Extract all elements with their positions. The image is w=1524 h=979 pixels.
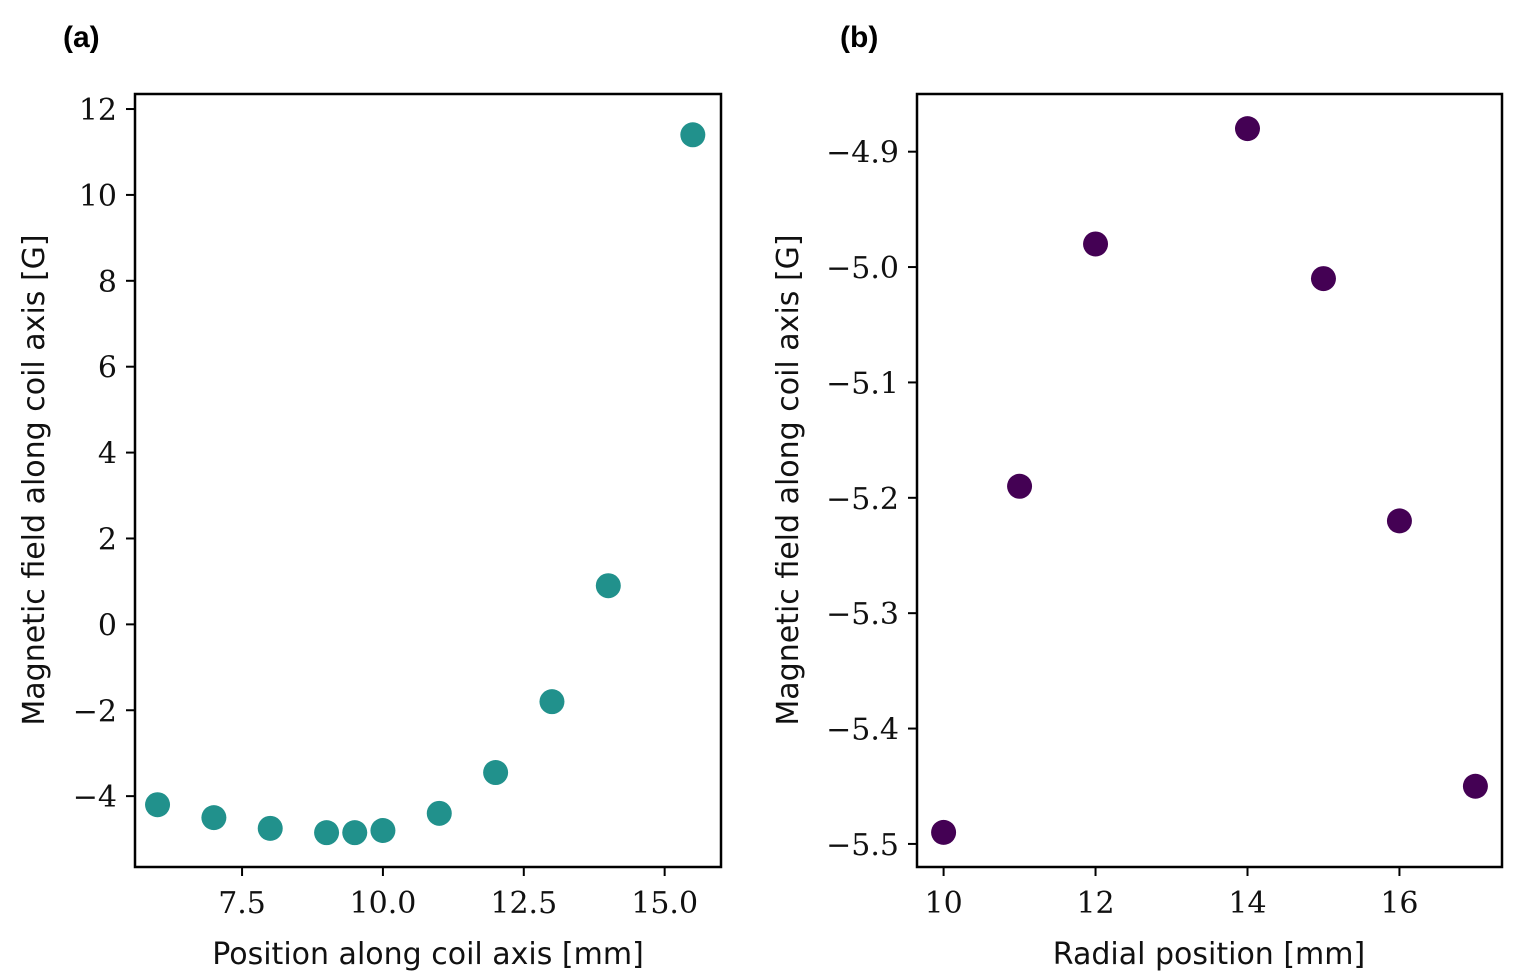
panel-a-axes-frame — [133, 92, 723, 869]
panel-b-x-ticks: 10 12 14 16 — [924, 867, 1419, 921]
panel-b-x-tick-label: 12 — [1076, 886, 1114, 921]
panel-a-x-tick-label: 12.5 — [490, 886, 557, 921]
panel-b-y-tick-label: −5.5 — [826, 828, 899, 863]
panel-b-x-tick-label: 16 — [1380, 886, 1418, 921]
panel-a-y-tick-label: −2 — [73, 694, 117, 729]
panel-b-data-point — [1007, 473, 1033, 499]
panel-b-y-tick-label: −4.9 — [826, 136, 899, 171]
panel-a: (a) 7.5 10.0 12.5 15.0 −4 −2 0 2 4 6 8 10 12 Positi… — [17, 21, 723, 972]
panel-a-y-tick-label: 4 — [98, 437, 117, 472]
panel-b-data-point — [1083, 231, 1109, 257]
panel-b-y-tick-label: −5.3 — [826, 597, 899, 632]
panel-b-y-tick-label: −5.2 — [826, 482, 899, 517]
panel-b-y-tick-label: −5.1 — [826, 366, 899, 401]
panel-a-x-tick-label: 7.5 — [218, 886, 266, 921]
panel-a-x-axis-title: Position along coil axis [mm] — [212, 937, 644, 972]
panel-a-label: (a) — [63, 21, 100, 54]
panel-a-y-tick-label: 6 — [98, 351, 117, 386]
panel-a-data-point — [539, 689, 565, 715]
panel-b-label: (b) — [840, 21, 878, 54]
panel-a-y-tick-label: 8 — [98, 265, 117, 300]
panel-a-y-ticks: −4 −2 0 2 4 6 8 10 12 — [73, 93, 135, 815]
panel-a-data-point — [426, 800, 452, 826]
panel-a-data-point — [595, 573, 621, 599]
panel-b-data-point — [1386, 508, 1412, 534]
panel-a-data-point — [342, 820, 368, 846]
panel-b-y-ticks: −5.5 −5.4 −5.3 −5.2 −5.1 −5.0 −4.9 — [826, 136, 917, 863]
panel-a-data-point — [314, 820, 340, 846]
panel-b-x-tick-label: 10 — [924, 886, 962, 921]
panel-b-y-axis-title: Magnetic field along coil axis [G] — [771, 234, 806, 725]
panel-a-y-tick-label: −4 — [73, 780, 117, 815]
panel-b-x-axis-title: Radial position [mm] — [1053, 937, 1365, 972]
panel-a-data-point — [257, 815, 283, 841]
panel-b-data-point — [1310, 266, 1336, 292]
panel-a-x-ticks: 7.5 10.0 12.5 15.0 — [218, 867, 698, 921]
panel-a-y-axis-title: Magnetic field along coil axis [G] — [17, 234, 52, 725]
panel-a-data-point — [201, 805, 227, 831]
panel-a-y-tick-label: 10 — [79, 179, 117, 214]
panel-b-axes-frame — [915, 92, 1504, 869]
panel-a-x-tick-label: 10.0 — [350, 886, 417, 921]
panel-b-data-point — [931, 819, 957, 845]
panel-b: (b) 10 12 14 16 −5.5 −5.4 −5.3 −5.2 −5.1 −5.0 −4.… — [771, 21, 1504, 972]
panel-a-data-point — [370, 817, 396, 843]
panel-a-data-points — [145, 122, 706, 846]
panel-b-data-point — [1234, 116, 1260, 142]
panel-a-x-tick-label: 15.0 — [631, 886, 698, 921]
panel-a-data-point — [483, 760, 509, 786]
panel-b-y-tick-label: −5.0 — [826, 251, 899, 286]
panel-b-data-points — [931, 116, 1488, 845]
panel-a-y-tick-label: 12 — [79, 93, 117, 128]
panel-a-data-point — [145, 792, 171, 818]
panel-a-data-point — [680, 122, 706, 148]
panel-b-y-tick-label: −5.4 — [826, 713, 899, 748]
panel-a-y-tick-label: 0 — [98, 608, 117, 643]
panel-b-data-point — [1462, 773, 1488, 799]
panel-a-y-tick-label: 2 — [98, 522, 117, 557]
panel-b-x-tick-label: 14 — [1228, 886, 1266, 921]
